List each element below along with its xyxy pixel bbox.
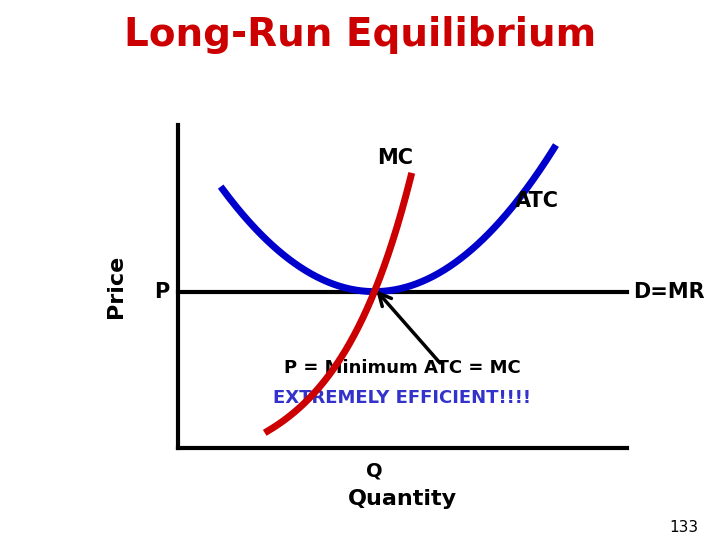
Text: 133: 133 xyxy=(670,519,698,535)
Text: ATC: ATC xyxy=(515,192,559,212)
Text: Long-Run Equilibrium: Long-Run Equilibrium xyxy=(124,16,596,54)
Text: MC: MC xyxy=(377,148,413,168)
Text: D=MR: D=MR xyxy=(633,281,704,302)
Text: Q: Q xyxy=(366,462,383,481)
Text: P: P xyxy=(154,281,169,302)
Text: EXTREMELY EFFICIENT!!!!: EXTREMELY EFFICIENT!!!! xyxy=(274,389,531,407)
Text: Price: Price xyxy=(106,255,126,318)
Text: Quantity: Quantity xyxy=(348,489,457,509)
Text: P = Minimum ATC = MC: P = Minimum ATC = MC xyxy=(284,360,521,377)
